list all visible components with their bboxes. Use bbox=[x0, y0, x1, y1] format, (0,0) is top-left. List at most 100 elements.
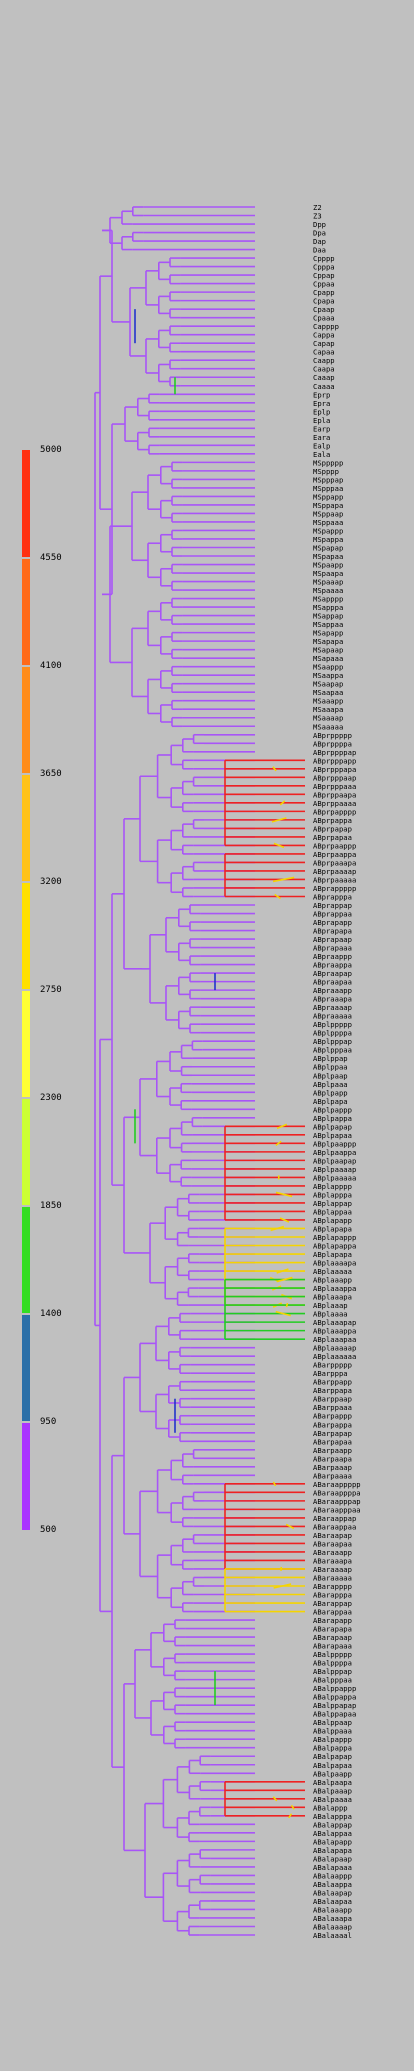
legend-color-band bbox=[22, 1314, 30, 1422]
leaf-label: Epla bbox=[313, 416, 330, 425]
leaf-label: MSapppa bbox=[313, 603, 343, 612]
leaf-label: ABprpapppp bbox=[313, 807, 356, 816]
legend-band-divider bbox=[22, 881, 30, 883]
leaf-label: ABplppap bbox=[313, 1054, 348, 1063]
leaf-label: ABalaappp bbox=[313, 1871, 352, 1880]
leaf-label: ABplapppp bbox=[313, 1182, 352, 1191]
leaf-label: ABalpapaa bbox=[313, 1761, 352, 1770]
legend-tick-label: 1400 bbox=[40, 1309, 62, 1319]
leaf-label: ABalppapaa bbox=[313, 1710, 356, 1719]
leaf-label: ABalaaapa bbox=[313, 1914, 352, 1923]
leaf-label: ABplappap bbox=[313, 1199, 352, 1208]
leaf-label: ABplappaa bbox=[313, 1207, 352, 1216]
leaf-label: ABaraappppa bbox=[313, 1488, 361, 1497]
leaf-label: ABprpappa bbox=[313, 816, 352, 825]
leaf-label: ABalaappa bbox=[313, 1880, 352, 1889]
leaf-label: MSapppp bbox=[313, 595, 343, 604]
leaf-label: ABplaaaaa bbox=[313, 1267, 352, 1276]
leaf-label: MSaappp bbox=[313, 663, 343, 672]
leaf-label: ABprpppaaa bbox=[313, 782, 356, 791]
legend-band-divider bbox=[22, 665, 30, 667]
leaf-label: Capap bbox=[313, 339, 335, 348]
leaf-label: ABplapapa bbox=[313, 1250, 352, 1259]
leaf-label: Eara bbox=[313, 433, 330, 442]
legend-tick-label: 5000 bbox=[40, 445, 62, 455]
leaf-label: ABalppppa bbox=[313, 1659, 352, 1668]
leaf-label: Dap bbox=[313, 237, 326, 246]
leaf-label: MSpappp bbox=[313, 526, 343, 535]
leaf-label: ABplpaapap bbox=[313, 1156, 356, 1165]
leaf-label: ABaraapaa bbox=[313, 1539, 352, 1548]
legend-tick-label: 3200 bbox=[40, 877, 62, 887]
leaf-label: Cpppa bbox=[313, 263, 335, 272]
leaf-label: ABplppaa bbox=[313, 1063, 348, 1072]
leaf-label: ABalpppaa bbox=[313, 1676, 352, 1685]
leaf-label: ABplapappp bbox=[313, 1233, 356, 1242]
tree-branch-highlight bbox=[274, 893, 281, 900]
leaf-label: Eplp bbox=[313, 407, 330, 416]
leaf-label: ABpraaapa bbox=[313, 995, 352, 1004]
leaf-label: ABplpappa bbox=[313, 1114, 352, 1123]
leaf-label: ABaraaaaa bbox=[313, 1573, 352, 1582]
leaf-label: ABpraappa bbox=[313, 961, 352, 970]
leaf-label: MSaaaap bbox=[313, 714, 343, 723]
leaf-label: ABarpaaap bbox=[313, 1463, 352, 1472]
legend-color-band bbox=[22, 450, 30, 558]
leaf-label: ABplapppa bbox=[313, 1190, 352, 1199]
leaf-label: ABarapaaa bbox=[313, 1642, 352, 1651]
leaf-label: ABprapaap bbox=[313, 935, 352, 944]
leaf-label: ABplaaaaap bbox=[313, 1344, 356, 1353]
leaf-label: ABaraaaap bbox=[313, 1565, 352, 1574]
leaf-label: ABpraapaa bbox=[313, 978, 352, 987]
legend-band-divider bbox=[22, 1313, 30, 1315]
leaf-label: ABaraaapp bbox=[313, 1548, 352, 1557]
leaf-label: ABarapapa bbox=[313, 1625, 352, 1634]
leaf-label: MSpaapp bbox=[313, 561, 343, 570]
leaf-label: ABprpppapa bbox=[313, 765, 356, 774]
leaf-label: ABplpaaaaa bbox=[313, 1173, 356, 1182]
leaf-label: ABalpaapp bbox=[313, 1769, 352, 1778]
leaf-label: MSapapa bbox=[313, 637, 343, 646]
leaf-label: ABalppaaa bbox=[313, 1727, 352, 1736]
leaf-label: ABplapappa bbox=[313, 1242, 356, 1251]
leaf-label: ABalaaaap bbox=[313, 1922, 352, 1931]
leaf-label: ABaraaapa bbox=[313, 1556, 352, 1565]
leaf-label: MSpaaap bbox=[313, 578, 343, 587]
leaf-label: ABprappaa bbox=[313, 910, 352, 919]
legend-color-band bbox=[22, 1098, 30, 1206]
leaf-label: ABarppaaa bbox=[313, 1403, 352, 1412]
leaf-label: ABarapapp bbox=[313, 1616, 352, 1625]
leaf-label: MSaaapp bbox=[313, 697, 343, 706]
leaf-label: ABalappp bbox=[313, 1803, 348, 1812]
legend-tick-label: 3650 bbox=[40, 769, 62, 779]
leaf-label: ABarppppp bbox=[313, 1361, 352, 1370]
leaf-label: ABprpppapp bbox=[313, 756, 356, 765]
leaf-label: ABplaaappa bbox=[313, 1284, 356, 1293]
leaf-label: ABprpaaaap bbox=[313, 867, 356, 876]
leaf-label: ABalappaa bbox=[313, 1829, 352, 1838]
leaf-label: ABplpppap bbox=[313, 1037, 352, 1046]
leaf-label: ABprpaaapa bbox=[313, 858, 356, 867]
leaf-label: Caapa bbox=[313, 365, 335, 374]
legend-color-band bbox=[22, 1206, 30, 1314]
leaf-label: ABprppppap bbox=[313, 748, 356, 757]
tree-branch-highlight bbox=[270, 1225, 285, 1232]
leaf-label: ABalpaaaa bbox=[313, 1795, 352, 1804]
tree-branch-highlight bbox=[279, 800, 286, 806]
tree-branch-highlight bbox=[272, 1481, 277, 1487]
leaf-label: ABplppppa bbox=[313, 1029, 352, 1038]
leaf-label: MSapaap bbox=[313, 646, 343, 655]
leaf-label: Cppaa bbox=[313, 280, 335, 289]
leaf-label: ABplpapap bbox=[313, 1122, 352, 1131]
leaf-label: ABprapapa bbox=[313, 927, 352, 936]
leaf-label: Eala bbox=[313, 450, 330, 459]
leaf-label: ABprppppp bbox=[313, 731, 352, 740]
leaf-label: Ealp bbox=[313, 441, 330, 450]
leaf-label: MSppaaa bbox=[313, 518, 343, 527]
legend-color-band bbox=[22, 990, 30, 1098]
tree-branch-highlight bbox=[275, 1310, 291, 1317]
leaf-label: Dpa bbox=[313, 229, 326, 238]
leaf-label: MSpppp bbox=[313, 467, 339, 476]
leaf-label: ABalaapaa bbox=[313, 1897, 352, 1906]
